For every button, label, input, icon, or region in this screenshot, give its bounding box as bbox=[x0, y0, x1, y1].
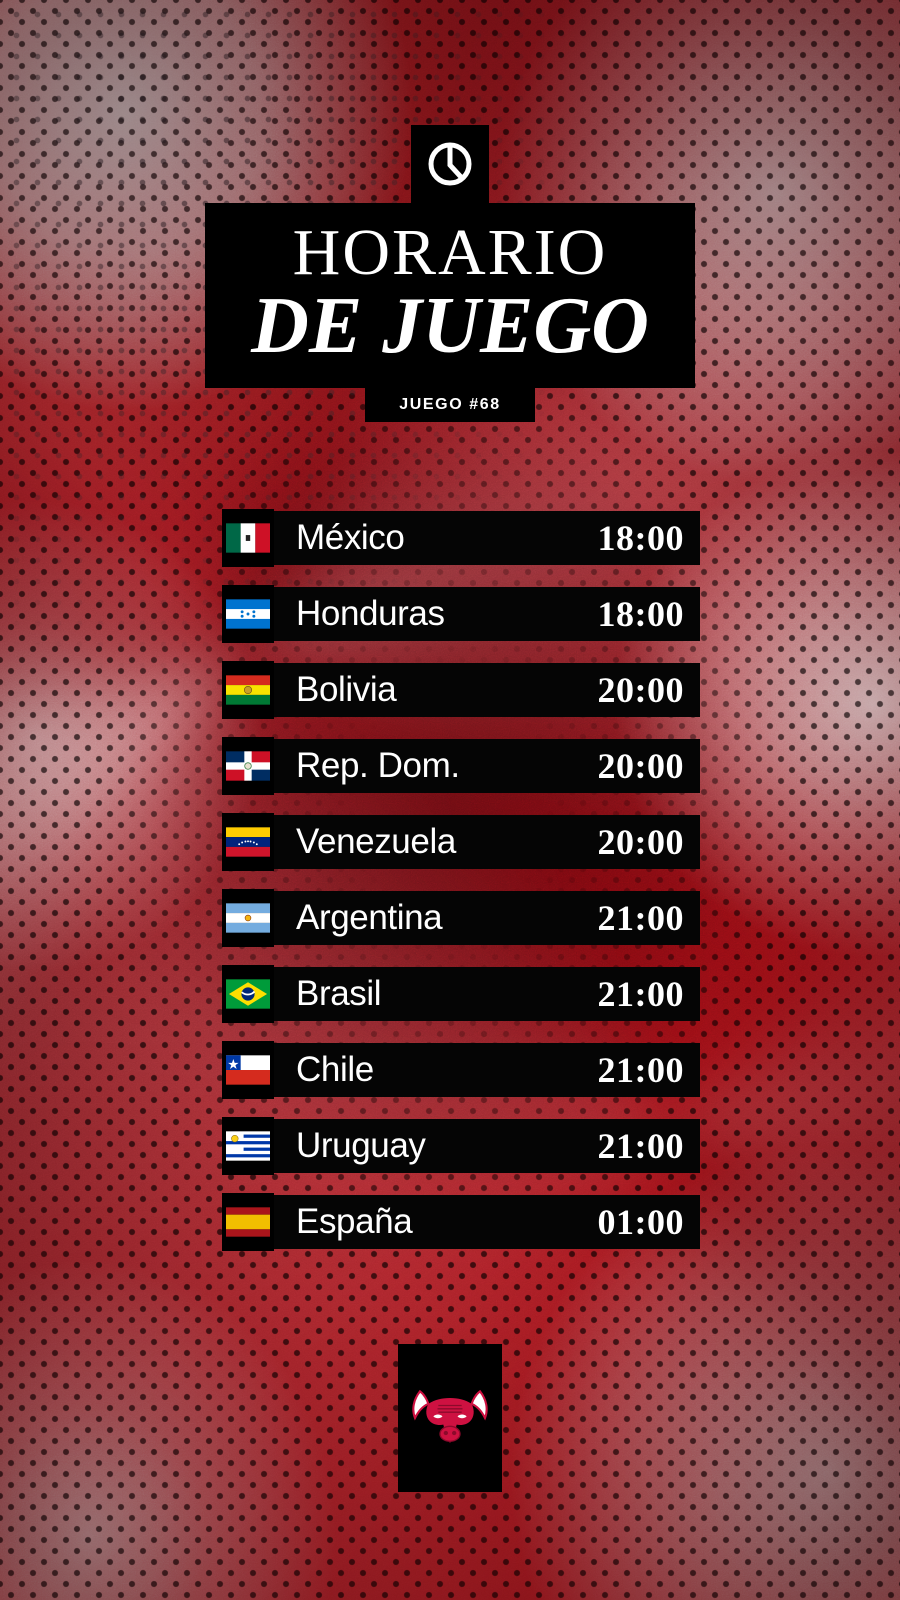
list-item[interactable]: Chile 21:00 bbox=[0, 1041, 900, 1099]
row-bar[interactable]: Venezuela 20:00 bbox=[248, 815, 700, 869]
country-label: Uruguay bbox=[296, 1126, 426, 1165]
list-item[interactable]: España 01:00 bbox=[0, 1193, 900, 1251]
cl-flag-icon bbox=[222, 1041, 274, 1099]
country-label: España bbox=[296, 1202, 413, 1241]
country-label: Argentina bbox=[296, 898, 443, 937]
list-item[interactable]: Uruguay 21:00 bbox=[0, 1117, 900, 1175]
schedule-list: México 18:00 Honduras 18:00 Bolivia 20:0… bbox=[0, 509, 900, 1271]
country-label: Venezuela bbox=[296, 822, 456, 861]
mx-flag-icon bbox=[222, 509, 274, 567]
country-label: Brasil bbox=[296, 974, 382, 1013]
time-value: 18:00 bbox=[597, 518, 684, 558]
clock-badge bbox=[411, 125, 489, 203]
country-label: Honduras bbox=[296, 594, 445, 633]
chicago-bulls-logo bbox=[412, 1389, 488, 1443]
time-value: 21:00 bbox=[597, 898, 684, 938]
country-label: Bolivia bbox=[296, 670, 397, 709]
page-title-primary: HORARIO bbox=[292, 216, 608, 289]
list-item[interactable]: Brasil 21:00 bbox=[0, 965, 900, 1023]
country-label: Rep. Dom. bbox=[296, 746, 460, 785]
time-value: 21:00 bbox=[597, 1050, 684, 1090]
row-bar[interactable]: Rep. Dom. 20:00 bbox=[248, 739, 700, 793]
page-title-secondary: DE JUEGO bbox=[251, 282, 649, 371]
list-item[interactable]: México 18:00 bbox=[0, 509, 900, 567]
time-value: 20:00 bbox=[597, 746, 684, 786]
list-item[interactable]: Honduras 18:00 bbox=[0, 585, 900, 643]
time-value: 21:00 bbox=[597, 974, 684, 1014]
footer-logo-badge bbox=[398, 1344, 502, 1492]
row-bar[interactable]: Honduras 18:00 bbox=[248, 587, 700, 641]
bo-flag-icon bbox=[222, 661, 274, 719]
row-bar[interactable]: Argentina 21:00 bbox=[248, 891, 700, 945]
time-value: 21:00 bbox=[597, 1126, 684, 1166]
do-flag-icon bbox=[222, 737, 274, 795]
br-flag-icon bbox=[222, 965, 274, 1023]
row-bar[interactable]: España 01:00 bbox=[248, 1195, 700, 1249]
row-bar[interactable]: Uruguay 21:00 bbox=[248, 1119, 700, 1173]
row-bar[interactable]: México 18:00 bbox=[248, 511, 700, 565]
row-bar[interactable]: Brasil 21:00 bbox=[248, 967, 700, 1021]
time-value: 20:00 bbox=[597, 670, 684, 710]
list-item[interactable]: Bolivia 20:00 bbox=[0, 661, 900, 719]
uy-flag-icon bbox=[222, 1117, 274, 1175]
list-item[interactable]: Venezuela 20:00 bbox=[0, 813, 900, 871]
game-number-badge: JUEGO #68 bbox=[365, 388, 535, 423]
es-flag-icon bbox=[222, 1193, 274, 1251]
clock-icon bbox=[428, 142, 472, 186]
country-label: Chile bbox=[296, 1050, 374, 1089]
country-label: México bbox=[296, 518, 405, 557]
list-item[interactable]: Rep. Dom. 20:00 bbox=[0, 737, 900, 795]
ve-flag-icon bbox=[222, 813, 274, 871]
hn-flag-icon bbox=[222, 585, 274, 643]
time-value: 01:00 bbox=[597, 1202, 684, 1242]
poster-header: HORARIO DE JUEGO JUEGO #68 bbox=[0, 125, 900, 423]
list-item[interactable]: Argentina 21:00 bbox=[0, 889, 900, 947]
time-value: 18:00 bbox=[597, 594, 684, 634]
title-block: HORARIO DE JUEGO bbox=[205, 203, 695, 389]
time-value: 20:00 bbox=[597, 822, 684, 862]
ar-flag-icon bbox=[222, 889, 274, 947]
row-bar[interactable]: Chile 21:00 bbox=[248, 1043, 700, 1097]
row-bar[interactable]: Bolivia 20:00 bbox=[248, 663, 700, 717]
